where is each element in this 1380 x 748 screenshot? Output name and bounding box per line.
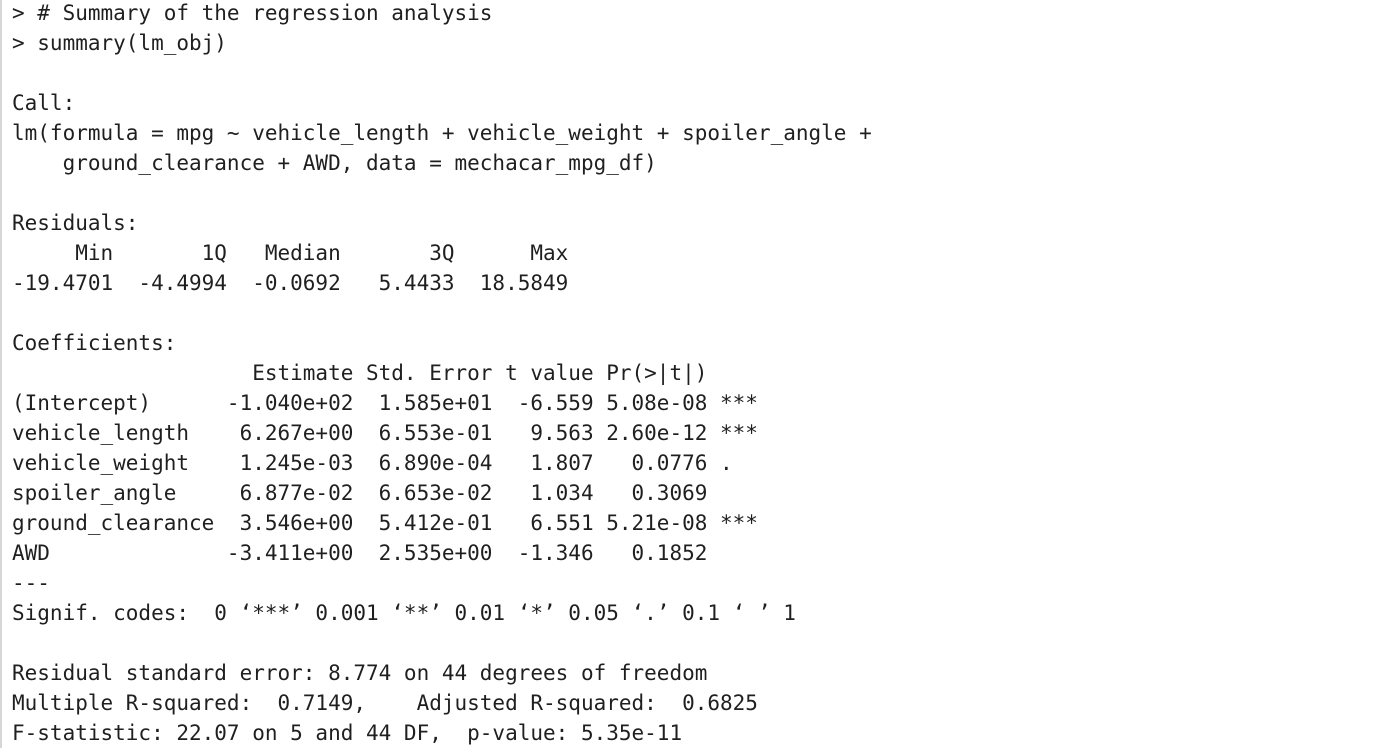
console-line: Estimate Std. Error t value Pr(>|t|): [12, 361, 758, 385]
console-line: F-statistic: 22.07 on 5 and 44 DF, p-val…: [12, 721, 683, 745]
console-line: Residuals:: [12, 211, 139, 235]
output-block: Call: lm(formula = mpg ~ vehicle_length +…: [12, 88, 884, 178]
console-line: -19.4701 -4.4994 -0.0692 5.4433 18.5849: [12, 271, 581, 295]
console-line: ground_clearance + AWD, data = mechacar_…: [12, 151, 657, 175]
console-line: Call:: [12, 91, 76, 115]
output-block: Coefficients: Estimate Std. Error t valu…: [12, 328, 796, 628]
console-line: vehicle_length 6.267e+00 6.553e-01 9.563…: [12, 421, 758, 445]
console-line: ---: [12, 571, 50, 595]
console-line: Coefficients:: [12, 331, 177, 355]
console-line: AWD -3.411e+00 2.535e+00 -1.346 0.1852: [12, 541, 758, 565]
console-line: lm(formula = mpg ~ vehicle_length + vehi…: [12, 121, 885, 145]
console-line: (Intercept) -1.040e+02 1.585e+01 -6.559 …: [12, 391, 758, 415]
console-line: ground_clearance 3.546e+00 5.412e-01 6.5…: [12, 511, 758, 535]
output-block: Residual standard error: 8.774 on 44 deg…: [12, 658, 771, 748]
console-line: vehicle_weight 1.245e-03 6.890e-04 1.807…: [12, 451, 758, 475]
console-line: Signif. codes: 0 ‘***’ 0.001 ‘**’ 0.01 ‘…: [12, 601, 796, 625]
output-block: > # Summary of the regression analysis > …: [12, 0, 492, 58]
console-line: Residual standard error: 8.774 on 44 deg…: [12, 661, 708, 685]
console-line: spoiler_angle 6.877e-02 6.653e-02 1.034 …: [12, 481, 758, 505]
console-line: > summary(lm_obj): [12, 31, 227, 55]
console-line: Multiple R-squared: 0.7149, Adjusted R-s…: [12, 691, 771, 715]
console-line: > # Summary of the regression analysis: [12, 1, 493, 25]
console-line: Min 1Q Median 3Q Max: [12, 241, 581, 265]
output-block: Residuals: Min 1Q Median 3Q Max -19.4701…: [12, 208, 581, 298]
